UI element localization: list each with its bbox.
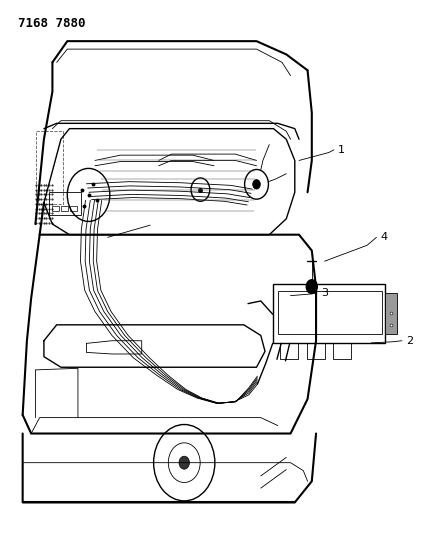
- Bar: [61, 206, 68, 211]
- Text: 7168 7880: 7168 7880: [18, 17, 86, 30]
- Text: 3: 3: [321, 288, 328, 298]
- Text: 2: 2: [406, 336, 413, 346]
- Bar: [52, 206, 59, 211]
- Bar: [385, 293, 397, 334]
- Bar: [333, 343, 351, 359]
- Bar: [70, 206, 77, 211]
- Bar: [280, 343, 298, 359]
- Circle shape: [253, 180, 260, 189]
- Text: 4: 4: [380, 232, 388, 243]
- Text: 1: 1: [338, 145, 345, 155]
- Bar: [278, 292, 382, 334]
- Bar: [307, 343, 324, 359]
- Bar: [273, 284, 385, 343]
- Circle shape: [179, 456, 190, 469]
- Circle shape: [306, 280, 317, 294]
